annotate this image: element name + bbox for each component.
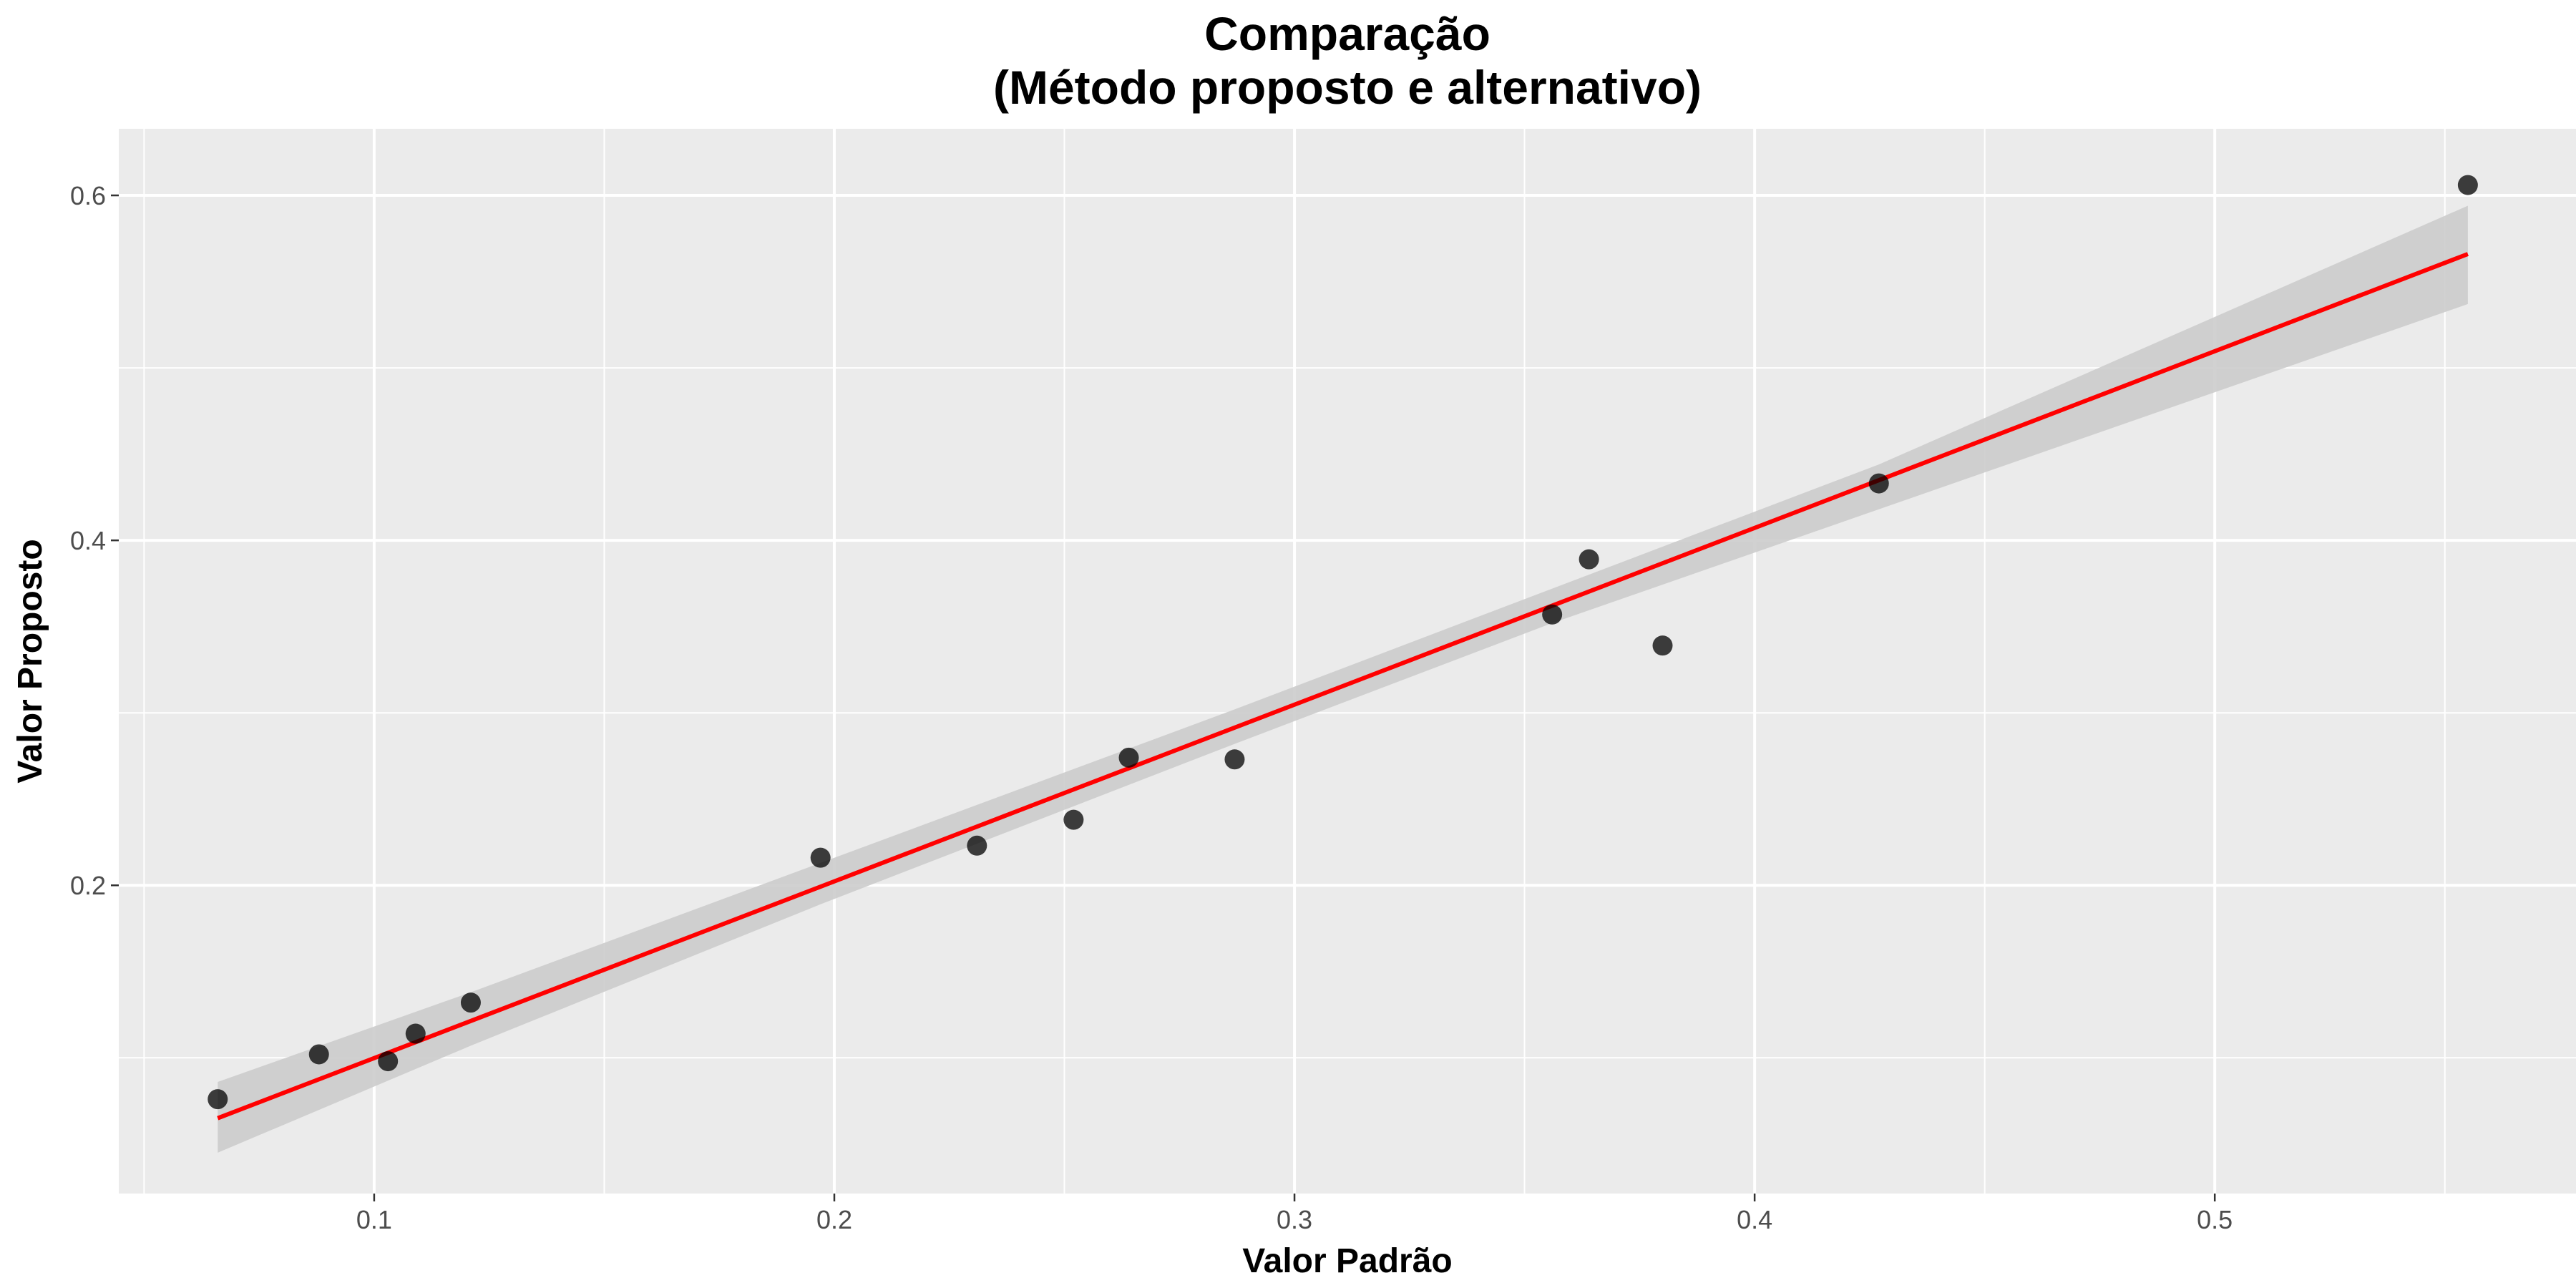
grid-major <box>119 129 2576 1194</box>
y-tick-label: 0.4 <box>70 526 106 555</box>
data-point <box>1542 604 1563 625</box>
data-point <box>1652 635 1673 656</box>
y-tick-label: 0.2 <box>70 871 106 900</box>
y-axis-ticks: 0.2 0.4 0.6 <box>70 181 119 900</box>
x-tick-label: 0.2 <box>816 1205 852 1234</box>
data-point <box>2457 175 2478 195</box>
chart-title: Comparação <box>1204 7 1491 60</box>
data-point <box>1868 473 1889 494</box>
data-point <box>810 847 831 868</box>
x-tick-label: 0.5 <box>2197 1205 2233 1234</box>
data-point <box>967 835 987 856</box>
x-axis-title: Valor Padrão <box>1242 1242 1452 1280</box>
data-point <box>1579 549 1599 570</box>
data-point <box>1224 749 1245 770</box>
confidence-band <box>218 205 2468 1153</box>
fit-line-layer <box>217 252 2469 1121</box>
chart-subtitle: (Método proposto e alternativo) <box>993 61 1702 114</box>
data-point <box>308 1044 329 1065</box>
x-tick-label: 0.4 <box>1737 1205 1772 1234</box>
points-layer <box>208 175 2478 1110</box>
data-point <box>378 1051 399 1072</box>
data-point <box>208 1089 228 1110</box>
confidence-band-layer <box>218 205 2468 1153</box>
fit-line <box>217 252 2469 1121</box>
data-point <box>405 1023 426 1044</box>
y-tick-label: 0.6 <box>70 181 106 210</box>
x-axis-ticks: 0.1 0.2 0.3 0.4 0.5 <box>356 1194 2233 1234</box>
data-point <box>460 992 481 1013</box>
data-point <box>1063 809 1084 830</box>
x-tick-label: 0.1 <box>356 1205 392 1234</box>
data-point <box>1118 747 1139 768</box>
x-tick-label: 0.3 <box>1277 1205 1312 1234</box>
y-axis-title: Valor Proposto <box>11 539 49 783</box>
